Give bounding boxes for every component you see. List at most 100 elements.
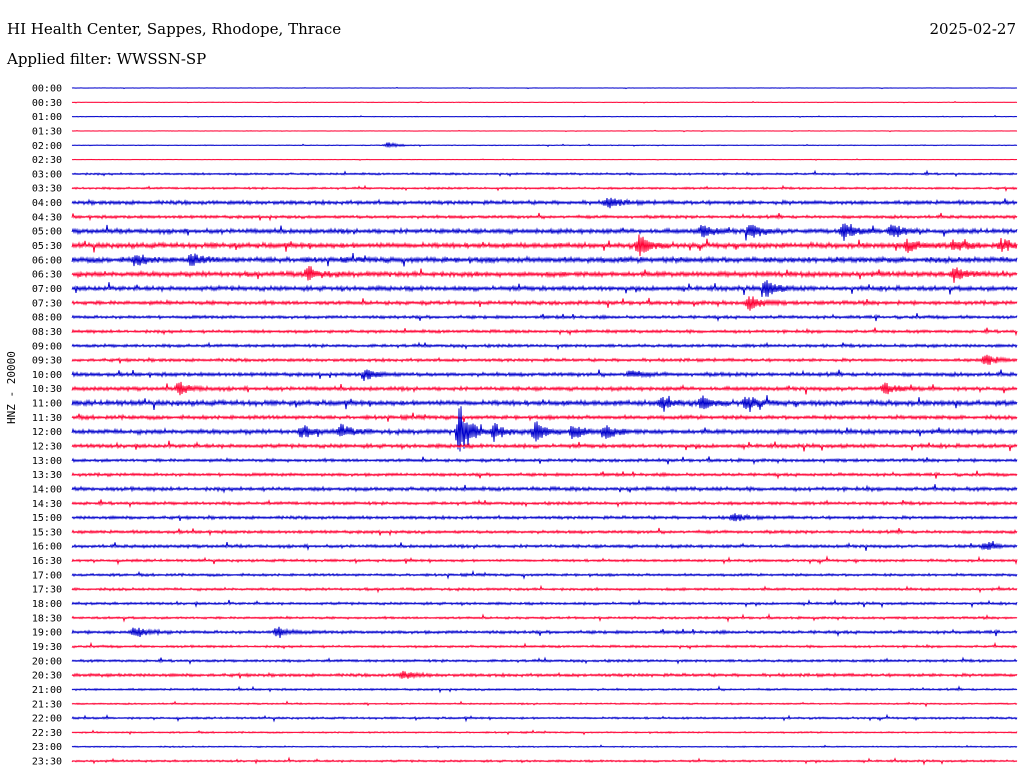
trace-row bbox=[71, 341, 1018, 351]
row-time-label: 03:00 bbox=[32, 169, 62, 180]
row-time-label: 21:00 bbox=[32, 685, 62, 696]
row-time-label: 05:30 bbox=[32, 241, 62, 252]
trace-row bbox=[71, 598, 1018, 609]
row-time-label: 00:30 bbox=[32, 98, 62, 109]
trace-row bbox=[71, 369, 1018, 382]
trace-row bbox=[71, 280, 1018, 297]
trace-row bbox=[71, 158, 1018, 161]
row-time-label: 15:00 bbox=[32, 513, 62, 524]
row-time-label: 10:00 bbox=[32, 370, 62, 381]
trace-row bbox=[71, 412, 1018, 422]
row-time-label: 17:30 bbox=[32, 585, 62, 596]
row-time-label: 15:30 bbox=[32, 527, 62, 538]
station-title: HI Health Center, Sappes, Rhodope, Thrac… bbox=[7, 20, 342, 38]
row-time-label: 21:30 bbox=[32, 699, 62, 710]
row-time-label: 01:30 bbox=[32, 126, 62, 137]
row-time-label: 05:00 bbox=[32, 227, 62, 238]
row-time-label: 04:30 bbox=[32, 212, 62, 223]
trace-row bbox=[71, 700, 1018, 708]
row-time-label: 03:30 bbox=[32, 184, 62, 195]
row-time-label: 11:30 bbox=[32, 413, 62, 424]
trace-row bbox=[71, 541, 1018, 551]
row-time-label: 16:00 bbox=[32, 542, 62, 553]
row-time-label: 04:00 bbox=[32, 198, 62, 209]
row-time-label: 23:30 bbox=[32, 757, 62, 768]
trace-row bbox=[71, 265, 1018, 283]
trace-row bbox=[71, 252, 1018, 267]
date-label: 2025-02-27 bbox=[929, 20, 1016, 38]
row-time-label: 07:00 bbox=[32, 284, 62, 295]
row-time-label: 00:00 bbox=[32, 84, 62, 95]
row-time-label: 19:30 bbox=[32, 642, 62, 653]
row-time-label: 11:00 bbox=[32, 399, 62, 410]
trace-row bbox=[71, 744, 1018, 749]
trace-row bbox=[71, 440, 1018, 452]
row-time-label: 22:00 bbox=[32, 714, 62, 725]
trace-row bbox=[71, 656, 1018, 665]
row-time-label: 09:30 bbox=[32, 356, 62, 367]
trace-row bbox=[71, 212, 1018, 222]
row-time-label: 23:00 bbox=[32, 742, 62, 753]
row-time-label: 18:30 bbox=[32, 613, 62, 624]
row-time-label: 07:30 bbox=[32, 298, 62, 309]
trace-row bbox=[71, 641, 1018, 650]
row-time-label: 13:00 bbox=[32, 456, 62, 467]
row-time-label: 14:00 bbox=[32, 484, 62, 495]
trace-row bbox=[71, 169, 1018, 178]
trace-row bbox=[71, 713, 1018, 723]
trace-row bbox=[71, 670, 1018, 680]
row-time-label: 12:00 bbox=[32, 427, 62, 438]
trace-row bbox=[71, 756, 1018, 766]
trace-row bbox=[71, 129, 1018, 133]
row-time-label: 14:30 bbox=[32, 499, 62, 510]
trace-row bbox=[71, 296, 1018, 311]
row-time-label: 12:30 bbox=[32, 442, 62, 453]
row-time-label: 06:00 bbox=[32, 255, 62, 266]
row-time-label: 18:00 bbox=[32, 599, 62, 610]
trace-row bbox=[71, 327, 1018, 337]
row-time-label: 08:30 bbox=[32, 327, 62, 338]
row-time-label: 17:00 bbox=[32, 570, 62, 581]
row-time-label: 08:00 bbox=[32, 313, 62, 324]
trace-row bbox=[71, 406, 1018, 452]
row-time-label: 13:30 bbox=[32, 470, 62, 481]
trace-row bbox=[71, 395, 1018, 413]
trace-row bbox=[71, 223, 1018, 241]
trace-row bbox=[71, 184, 1018, 193]
row-time-label: 16:30 bbox=[32, 556, 62, 567]
trace-row bbox=[71, 313, 1018, 322]
trace-row bbox=[71, 613, 1018, 623]
trace-row bbox=[71, 527, 1018, 537]
trace-row bbox=[71, 555, 1018, 566]
trace-row bbox=[71, 499, 1018, 509]
row-time-label: 19:00 bbox=[32, 628, 62, 639]
row-time-label: 10:30 bbox=[32, 384, 62, 395]
row-time-label: 20:30 bbox=[32, 671, 62, 682]
trace-row bbox=[71, 513, 1018, 522]
trace-row bbox=[71, 381, 1018, 396]
trace-row bbox=[71, 86, 1018, 90]
row-time-label: 22:30 bbox=[32, 728, 62, 739]
row-time-label: 20:00 bbox=[32, 656, 62, 667]
trace-row bbox=[71, 484, 1018, 494]
row-time-label: 06:30 bbox=[32, 270, 62, 281]
trace-row bbox=[71, 197, 1018, 209]
trace-row bbox=[71, 234, 1018, 257]
trace-row bbox=[71, 354, 1018, 365]
trace-row bbox=[71, 456, 1018, 466]
row-time-label: 02:30 bbox=[32, 155, 62, 166]
row-time-label: 02:00 bbox=[32, 141, 62, 152]
trace-row bbox=[71, 569, 1018, 580]
filter-label: Applied filter: WWSSN-SP bbox=[7, 50, 207, 68]
trace-row bbox=[71, 626, 1018, 639]
trace-row bbox=[71, 115, 1018, 118]
trace-row bbox=[71, 141, 1018, 149]
trace-row bbox=[71, 729, 1018, 736]
trace-row bbox=[71, 101, 1018, 104]
trace-row bbox=[71, 470, 1018, 480]
trace-row bbox=[71, 685, 1018, 694]
row-time-label: 01:00 bbox=[32, 112, 62, 123]
row-time-label: 09:00 bbox=[32, 341, 62, 352]
trace-row bbox=[71, 584, 1018, 594]
